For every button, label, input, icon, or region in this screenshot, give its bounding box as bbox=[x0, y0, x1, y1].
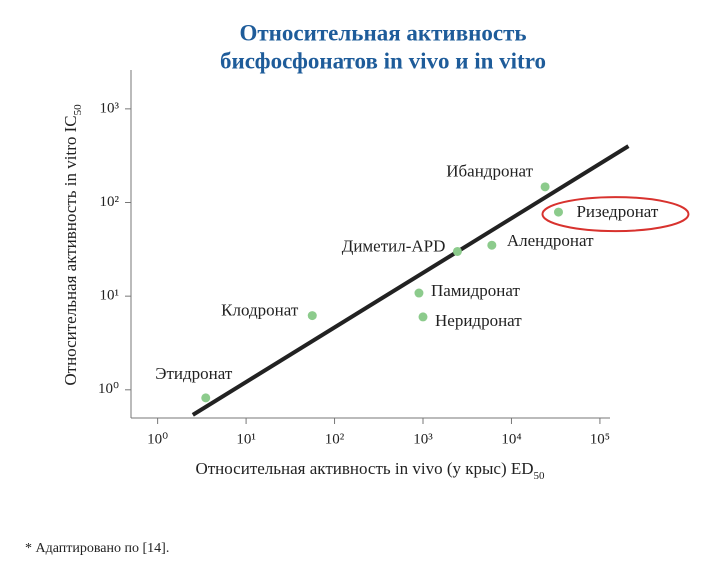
point-label: Памидронат bbox=[431, 281, 521, 300]
point-label: Ризедронат bbox=[576, 202, 658, 221]
point-label: Неридронат bbox=[435, 311, 522, 330]
y-tick-label: 10² bbox=[100, 194, 120, 210]
x-tick-label: 10⁴ bbox=[501, 431, 521, 447]
x-tick-label: 10³ bbox=[413, 431, 433, 447]
point bbox=[553, 207, 563, 217]
point bbox=[414, 288, 424, 298]
footnote: * Адаптировано по [14]. bbox=[25, 541, 169, 556]
point bbox=[452, 246, 462, 256]
trend-line bbox=[191, 144, 630, 417]
y-tick-label: 10³ bbox=[100, 100, 120, 116]
point bbox=[418, 312, 428, 322]
point-label: Клодронат bbox=[221, 301, 299, 320]
point-label: Диметил-APD bbox=[342, 236, 446, 255]
point-label: Алендронат bbox=[507, 231, 594, 250]
y-axis-label: Относительная активность in vitro IC50 bbox=[61, 104, 84, 386]
x-tick-label: 10⁰ bbox=[147, 431, 168, 447]
x-tick-label: 10² bbox=[325, 431, 345, 447]
chart-title: бисфосфонатов in vivo и in vitro bbox=[220, 48, 546, 73]
point bbox=[487, 240, 497, 250]
y-tick-label: 10⁰ bbox=[98, 381, 119, 397]
x-axis-label: Относительная активность in vivo (у крыс… bbox=[195, 459, 545, 482]
point bbox=[540, 182, 550, 192]
point bbox=[307, 311, 317, 321]
point-label: Ибандронат bbox=[446, 162, 533, 181]
point-label: Этидронат bbox=[155, 364, 233, 383]
y-tick-label: 10¹ bbox=[100, 288, 120, 304]
chart-title: Относительная активность bbox=[239, 20, 526, 45]
x-tick-label: 10¹ bbox=[236, 431, 256, 447]
point bbox=[201, 393, 211, 403]
highlight bbox=[541, 196, 690, 233]
x-tick-label: 10⁵ bbox=[590, 431, 610, 447]
